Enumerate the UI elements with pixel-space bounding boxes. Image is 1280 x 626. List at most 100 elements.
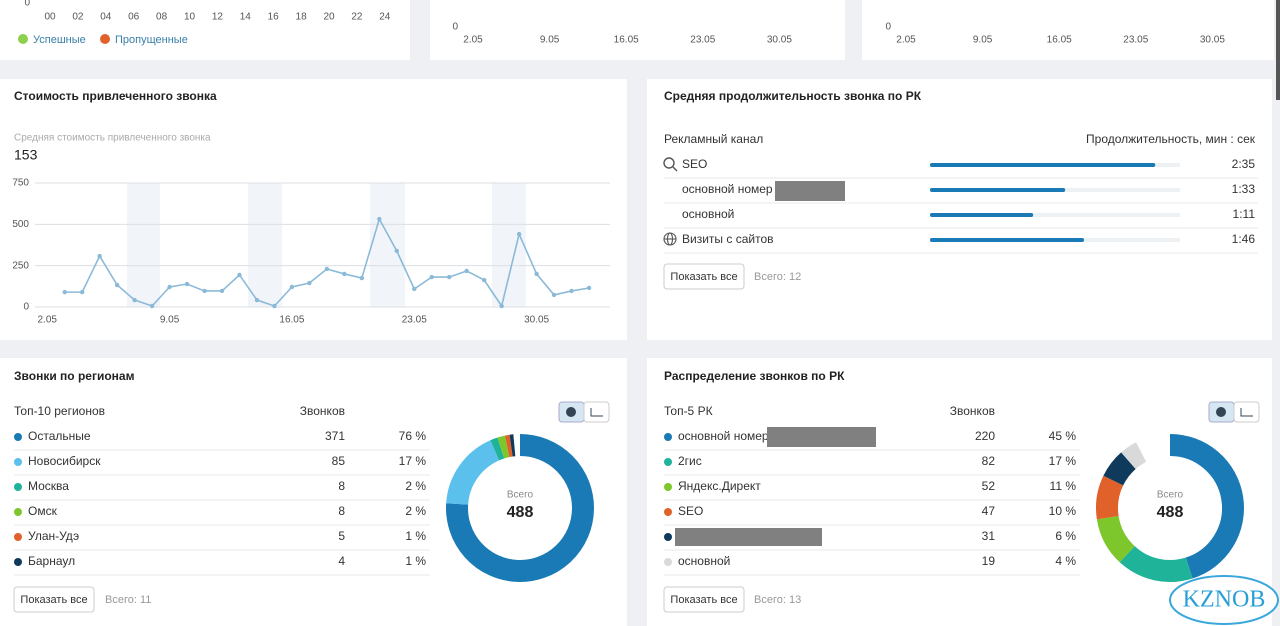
x-tick-label: 10 [184, 12, 196, 23]
button-label[interactable]: Показать все [670, 271, 737, 283]
point [464, 268, 469, 274]
x-tick-label: 06 [128, 12, 140, 23]
scrollbar[interactable] [1276, 0, 1280, 100]
row-count: 19 [982, 554, 996, 568]
weekend-band [492, 183, 526, 307]
card-title: Звонки по регионам [14, 369, 135, 383]
column-header: Звонков [950, 404, 995, 418]
redacted [767, 427, 876, 447]
y-tick-label: 0 [885, 22, 891, 33]
weekend-band [248, 183, 282, 307]
duration-label: 1:33 [1232, 182, 1256, 196]
column-header: Топ-10 регионов [14, 404, 105, 418]
x-tick-label: 24 [379, 12, 391, 23]
row-name: Яндекс.Директ [678, 479, 761, 493]
point [586, 285, 592, 291]
row-name: основной номер [678, 429, 769, 443]
x-tick-label: 00 [44, 12, 56, 23]
row-count: 4 [338, 554, 345, 568]
point [324, 266, 330, 272]
legend-label: Пропущенные [115, 34, 188, 46]
row-count: 85 [332, 454, 346, 468]
x-tick-label: 2.05 [896, 35, 916, 46]
legend-dot [14, 508, 22, 516]
donut-slice [446, 434, 594, 582]
x-tick-label: 16.05 [1047, 35, 1072, 46]
column-header: Рекламный канал [664, 132, 763, 146]
row-name: Омск [28, 504, 58, 518]
bar [930, 213, 1034, 217]
donut-slice [504, 434, 513, 458]
point [447, 274, 452, 280]
y-tick-label: 250 [12, 260, 29, 271]
row-count: 82 [982, 454, 996, 468]
x-tick-label: 16.05 [279, 315, 304, 326]
legend-dot [14, 558, 22, 566]
donut-slice [1103, 452, 1137, 486]
row-share: 2 % [405, 479, 426, 493]
watermark-text: KZNOB [1183, 587, 1266, 613]
y-tick-label: 0 [452, 22, 458, 33]
point [481, 277, 487, 283]
point [412, 286, 417, 292]
weekend-band [370, 183, 405, 307]
x-tick-label: 04 [100, 12, 112, 23]
y-tick-label: 500 [12, 219, 29, 230]
column-header: Топ-5 РК [664, 404, 713, 418]
watermark: KZNOB [1169, 575, 1279, 625]
row-count: 52 [982, 479, 996, 493]
channel-name: Визиты с сайтов [682, 232, 774, 246]
legend-dot [100, 34, 110, 44]
point [394, 248, 399, 254]
card [862, 0, 1274, 60]
x-tick-label: 30.05 [524, 315, 549, 326]
row-count: 220 [975, 429, 995, 443]
x-tick-label: 23.05 [1123, 35, 1148, 46]
point [569, 288, 574, 294]
donut-center-label: Всего [1157, 490, 1184, 501]
channel-name: основной номер [682, 182, 773, 196]
donut-slice [1121, 442, 1147, 470]
row-count: 47 [982, 504, 996, 518]
show-all-button[interactable] [663, 263, 745, 290]
point [307, 280, 312, 286]
legend-dot [664, 433, 672, 441]
show-all-button[interactable] [663, 586, 745, 613]
weekend-band [127, 183, 160, 307]
x-tick-label: 9.05 [973, 35, 993, 46]
point [202, 288, 207, 294]
search-icon [663, 157, 678, 172]
x-tick-label: 22 [351, 12, 363, 23]
x-tick-label: 30.05 [1200, 35, 1225, 46]
x-tick-label: 9.05 [160, 315, 180, 326]
row-share: 17 % [399, 454, 427, 468]
legend-dot [664, 458, 672, 466]
bar-track [930, 213, 1180, 217]
channel-name: SEO [682, 157, 707, 171]
button-label[interactable]: Показать все [670, 594, 737, 606]
row-share: 4 % [1055, 554, 1076, 568]
show-all-button[interactable] [13, 586, 95, 613]
donut-center-label: Всего [507, 490, 534, 501]
donut-slice [1096, 515, 1136, 563]
row-name: SEO [678, 504, 703, 518]
row-share: 1 % [405, 529, 426, 543]
donut-total: 488 [1157, 504, 1184, 521]
row-name: Остальные [28, 429, 91, 443]
x-tick-label: 18 [296, 12, 308, 23]
row-share: 6 % [1055, 529, 1076, 543]
point [219, 288, 225, 294]
point [289, 284, 295, 290]
view-toggle[interactable] [1208, 401, 1260, 423]
globe-icon [663, 232, 677, 246]
row-share: 10 % [1049, 504, 1077, 518]
row-count: 8 [338, 504, 345, 518]
view-toggle[interactable] [558, 401, 610, 423]
point [167, 284, 172, 290]
button-label[interactable]: Показать все [20, 594, 87, 606]
row-name: Новосибирск [28, 454, 101, 468]
legend-dot [14, 483, 22, 491]
legend-dot [18, 34, 28, 44]
point [79, 289, 85, 295]
x-tick-label: 23.05 [690, 35, 715, 46]
